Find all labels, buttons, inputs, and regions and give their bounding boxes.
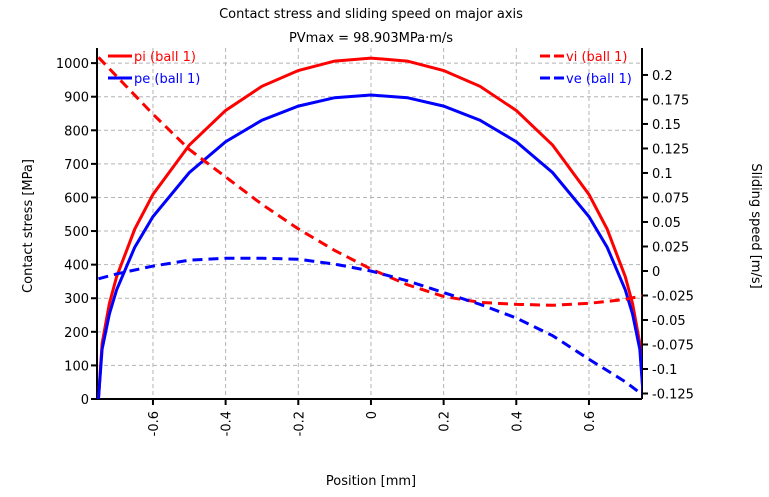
y2-tick-label: 0.025 bbox=[652, 240, 689, 255]
y2-tick-label: 0.075 bbox=[652, 191, 689, 206]
y-tick-label: 300 bbox=[64, 292, 89, 307]
y2-tick-label: 0.125 bbox=[652, 142, 689, 157]
y-tick-label: 700 bbox=[64, 158, 89, 173]
y2-tick-label: 0.1 bbox=[652, 167, 673, 182]
x-tick-label: -0.6 bbox=[147, 411, 162, 436]
x-tick-label: 0.2 bbox=[438, 411, 453, 432]
y2-tick-label: 0.05 bbox=[652, 216, 681, 231]
y-tick-label: 800 bbox=[64, 124, 89, 139]
y-tick-label: 400 bbox=[64, 259, 89, 274]
legend-label: ve (ball 1) bbox=[566, 72, 632, 87]
y-tick-label: 1000 bbox=[56, 57, 89, 72]
chart-subtitle: PVmax = 98.903MPa·m/s bbox=[289, 31, 453, 46]
y2-tick-label: -0.1 bbox=[652, 363, 677, 378]
x-tick-label: 0.4 bbox=[510, 411, 525, 432]
y-tick-label: 200 bbox=[64, 326, 89, 341]
y-axis-label: Contact stress [MPa] bbox=[21, 159, 36, 293]
y2-tick-label: 0.175 bbox=[652, 93, 689, 108]
y2-tick-label: -0.075 bbox=[652, 339, 694, 354]
series-line-vi bbox=[97, 56, 642, 307]
chart-title: Contact stress and sliding speed on majo… bbox=[219, 7, 523, 22]
x-tick-label: -0.4 bbox=[220, 411, 235, 436]
x-axis-label: Position [mm] bbox=[326, 474, 416, 489]
y2-tick-label: -0.05 bbox=[652, 314, 686, 329]
y2-tick-label: 0.15 bbox=[652, 118, 681, 133]
x-tick-label: -0.2 bbox=[292, 411, 307, 436]
legend-label: vi (ball 1) bbox=[566, 50, 627, 65]
y-tick-label: 500 bbox=[64, 225, 89, 240]
y-tick-label: 100 bbox=[64, 359, 89, 374]
x-tick-label: 0.6 bbox=[583, 411, 598, 432]
y2-tick-label: -0.025 bbox=[652, 289, 694, 304]
x-tick-label: 0 bbox=[365, 411, 380, 419]
series-line-ve bbox=[98, 256, 642, 397]
y-tick-label: 900 bbox=[64, 91, 89, 106]
legend-label: pi (ball 1) bbox=[134, 50, 196, 65]
y2-tick-label: 0 bbox=[652, 265, 660, 280]
y-tick-label: 0 bbox=[81, 393, 89, 408]
y-tick-label: 600 bbox=[64, 191, 89, 206]
y2-axis-label: Sliding speed [m/s] bbox=[748, 163, 763, 288]
y2-tick-label: 0.2 bbox=[652, 69, 673, 84]
series-line-pi bbox=[97, 56, 642, 399]
series-line-pe bbox=[97, 93, 642, 399]
legend-label: pe (ball 1) bbox=[134, 72, 200, 87]
y2-tick-label: -0.125 bbox=[652, 388, 694, 403]
